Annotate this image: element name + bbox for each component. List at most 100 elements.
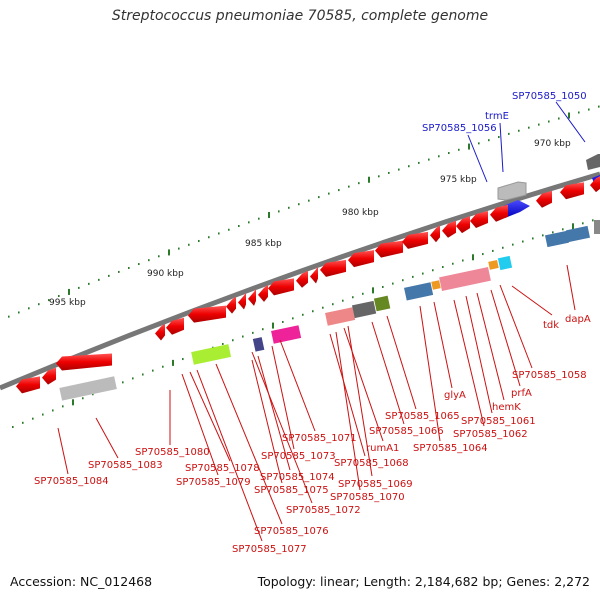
leader-line [251,359,283,484]
gene-arrow-reverse[interactable] [402,231,428,249]
gene-arrow-reverse[interactable] [226,296,236,314]
scale-tick [42,413,44,416]
label-sp70585-1069[interactable]: SP70585_1069 [338,479,413,490]
gene-arrow-reverse[interactable] [348,250,374,268]
gene-arrow-reverse[interactable] [248,288,256,306]
gene-arrow-reverse[interactable] [375,240,403,258]
gene-arrow-reverse[interactable] [310,266,318,284]
scale-tick [148,259,150,262]
label-sp70585-1070[interactable]: SP70585_1070 [330,492,405,503]
gene-arrow-reverse[interactable] [536,190,552,208]
label-sp70585-1080[interactable]: SP70585_1080 [135,447,210,458]
scale-tick [368,176,370,183]
feature-box-cyan[interactable] [497,255,513,271]
label-prfA[interactable]: prfA [511,388,532,399]
scale-tick [408,165,410,168]
label-rumA1[interactable]: rumA1 [366,443,399,454]
scale-tick [458,148,460,151]
feature-box-gray-1[interactable] [59,376,117,401]
gene-arrow-reverse[interactable] [258,284,268,302]
scale-label-995: 995 kbp [49,298,86,308]
label-sp70585-1064[interactable]: SP70585_1064 [413,443,488,454]
label-tdk[interactable]: tdk [543,320,559,331]
label-sp70585-1050[interactable]: SP70585_1050 [512,91,587,102]
label-sp70585-1058[interactable]: SP70585_1058 [512,370,587,381]
label-sp70585-1072[interactable]: SP70585_1072 [286,505,361,516]
gene-arrow-reverse[interactable] [490,204,508,222]
label-hemK[interactable]: hemK [492,402,521,413]
label-sp70585-1071[interactable]: SP70585_1071 [282,433,357,444]
feature-box-navy[interactable] [252,337,265,352]
label-sp70585-1074[interactable]: SP70585_1074 [260,472,335,483]
feature-box-olive[interactable] [373,295,391,312]
label-sp70585-1062[interactable]: SP70585_1062 [453,429,528,440]
scale-tick [258,217,260,220]
scale-tick [332,303,334,306]
scale-tick [378,175,380,178]
label-sp70585-1066[interactable]: SP70585_1066 [369,426,444,437]
label-trmE[interactable]: trmE [485,111,509,122]
label-sp70585-1061[interactable]: SP70585_1061 [461,416,536,427]
gene-arrow-reverse[interactable] [56,353,112,371]
label-sp70585-1077[interactable]: SP70585_1077 [232,544,307,555]
feature-box-steelblue-3[interactable] [565,225,591,243]
feature-box-pink[interactable] [439,266,491,292]
feature-box-gray-2[interactable] [594,220,600,234]
label-sp70585-1056[interactable]: SP70585_1056 [422,123,497,134]
feature-box-orange-2[interactable] [488,260,499,270]
genome-backbone [0,171,600,391]
gene-arrow-reverse[interactable] [470,211,488,229]
feature-box-steelblue-2[interactable] [544,230,570,248]
scale-tick [438,155,440,158]
gene-arrow-reverse[interactable] [456,216,470,234]
gene-arrow-reverse[interactable] [238,292,246,310]
gene-arrow-reverse[interactable] [590,175,600,193]
gene-arrow-reverse[interactable] [296,270,308,288]
gene-trmE[interactable] [497,181,527,201]
gene-arrow-reverse[interactable] [560,182,584,200]
label-sp70585-1078[interactable]: SP70585_1078 [185,463,260,474]
gene-arrow-reverse[interactable] [155,323,165,341]
feature-box-lime[interactable] [191,344,232,365]
gene-arrow-reverse[interactable] [430,225,440,243]
scale-tick [312,310,314,313]
leader-line [465,295,493,414]
leader-line [215,363,283,525]
label-sp70585-1084[interactable]: SP70585_1084 [34,476,109,487]
gene-sp70585-1050[interactable] [586,154,600,170]
label-sp70585-1075[interactable]: SP70585_1075 [254,485,329,496]
gene-arrow-reverse[interactable] [320,259,346,277]
feature-box-magenta[interactable] [271,325,302,344]
scale-tick [538,123,540,126]
scale-tick [68,288,70,295]
leader-line [347,325,373,477]
gene-arrow-reverse[interactable] [268,278,294,296]
label-sp70585-1083[interactable]: SP70585_1083 [88,460,163,471]
feature-boxes [59,220,600,401]
label-sp70585-1068[interactable]: SP70585_1068 [334,458,409,469]
scale-tick [108,274,110,277]
scale-tick [402,279,404,282]
label-sp70585-1076[interactable]: SP70585_1076 [254,526,329,537]
label-sp70585-1065[interactable]: SP70585_1065 [385,411,460,422]
gene-arrow-reverse[interactable] [442,220,456,238]
scale-label-980: 980 kbp [342,208,379,218]
scale-tick [122,381,124,384]
leader-line [419,305,441,442]
gene-arrow-reverse[interactable] [42,367,56,385]
reverse-strand-genes [16,175,600,394]
gene-arrow-reverse[interactable] [16,376,40,394]
gene-arrow-reverse[interactable] [166,317,184,335]
gene-arrow-reverse[interactable] [188,305,226,323]
label-glyA[interactable]: glyA [444,390,466,401]
feature-box-orange[interactable] [431,280,441,290]
label-dapA[interactable]: dapA [565,314,591,325]
label-leader-lines [57,101,586,542]
gene-sp70585-1056[interactable] [503,200,530,218]
label-sp70585-1073[interactable]: SP70585_1073 [261,451,336,462]
feature-box-steelblue[interactable] [404,282,434,301]
feature-box-darkgray[interactable] [351,300,377,319]
scale-tick [78,286,80,289]
feature-box-salmon[interactable] [325,307,356,326]
label-sp70585-1079[interactable]: SP70585_1079 [176,477,251,488]
